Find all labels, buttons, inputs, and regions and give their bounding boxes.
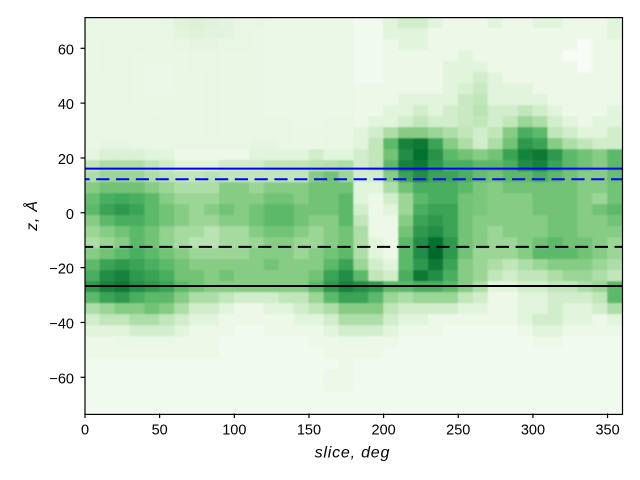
svg-text:100: 100 xyxy=(222,423,246,439)
svg-text:0: 0 xyxy=(66,207,74,223)
svg-text:40: 40 xyxy=(58,97,74,113)
svg-text:0: 0 xyxy=(81,423,89,439)
svg-text:350: 350 xyxy=(595,423,619,439)
svg-text:250: 250 xyxy=(446,423,470,439)
svg-text:−40: −40 xyxy=(49,316,74,332)
svg-text:20: 20 xyxy=(58,152,74,168)
svg-text:200: 200 xyxy=(372,423,396,439)
svg-text:60: 60 xyxy=(58,42,74,58)
svg-text:slice, deg: slice, deg xyxy=(315,444,391,461)
svg-text:50: 50 xyxy=(152,423,168,439)
svg-text:z, Å: z, Å xyxy=(22,200,41,232)
svg-text:−20: −20 xyxy=(49,262,74,278)
svg-text:−60: −60 xyxy=(49,371,74,387)
svg-text:300: 300 xyxy=(521,423,545,439)
svg-text:150: 150 xyxy=(297,423,321,439)
